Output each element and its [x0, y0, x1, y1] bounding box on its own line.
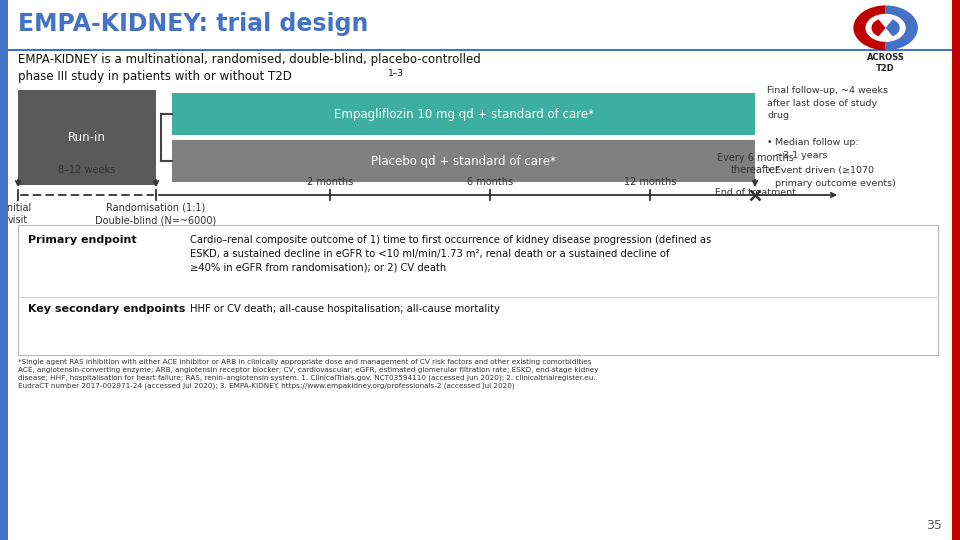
Text: 1–3: 1–3 — [388, 69, 404, 78]
Text: Empagliflozin 10 mg qd + standard of care*: Empagliflozin 10 mg qd + standard of car… — [333, 107, 593, 121]
Text: phase III study in patients with or without T2D: phase III study in patients with or with… — [18, 70, 292, 83]
Text: 35: 35 — [926, 519, 942, 532]
Bar — [18, 90, 156, 185]
Text: Median follow up:
~3.1 years: Median follow up: ~3.1 years — [775, 138, 858, 159]
Bar — [952, 0, 960, 540]
Text: Cardio–renal composite outcome of 1) time to first occurrence of kidney disease : Cardio–renal composite outcome of 1) tim… — [190, 235, 711, 272]
Text: Primary endpoint: Primary endpoint — [28, 235, 136, 245]
Circle shape — [866, 14, 906, 42]
Text: •: • — [767, 166, 773, 175]
Text: ACROSS: ACROSS — [867, 53, 904, 62]
Text: Placebo qd + standard of care*: Placebo qd + standard of care* — [372, 155, 556, 168]
Text: T2D: T2D — [876, 64, 895, 73]
Text: Run-in: Run-in — [68, 131, 106, 144]
Text: Every 6 months
thereafter: Every 6 months thereafter — [716, 153, 793, 175]
Bar — [0, 0, 8, 540]
Text: 12 months: 12 months — [624, 177, 676, 187]
Text: End of treatment: End of treatment — [714, 188, 796, 197]
Wedge shape — [885, 5, 918, 50]
Text: HHF or CV death; all-cause hospitalisation; all-cause mortality: HHF or CV death; all-cause hospitalisati… — [190, 305, 500, 314]
Text: •: • — [767, 138, 773, 147]
Bar — [172, 140, 755, 182]
Wedge shape — [885, 19, 900, 36]
Wedge shape — [853, 5, 885, 50]
Text: *Single agent RAS inhibition with either ACE inhibitor or ARB in clinically appr: *Single agent RAS inhibition with either… — [18, 359, 598, 389]
Wedge shape — [872, 19, 885, 36]
Text: Event driven (≥1070
primary outcome events): Event driven (≥1070 primary outcome even… — [775, 166, 896, 187]
Text: EMPA‑KIDNEY is a multinational, randomised, double‑blind, placebo-controlled: EMPA‑KIDNEY is a multinational, randomis… — [18, 53, 481, 66]
Text: 2 months: 2 months — [307, 177, 353, 187]
Text: 6 months: 6 months — [467, 177, 513, 187]
Text: EMPA-KIDNEY: trial design: EMPA-KIDNEY: trial design — [18, 12, 369, 36]
Text: Initial
visit: Initial visit — [5, 203, 32, 225]
Text: Final follow-up, ~4 weeks
after last dose of study
drug: Final follow-up, ~4 weeks after last dos… — [767, 86, 888, 120]
Bar — [172, 93, 755, 135]
Text: 8–12 weeks: 8–12 weeks — [59, 165, 115, 175]
Text: Key secondary endpoints: Key secondary endpoints — [28, 305, 185, 314]
Text: Randomisation (1:1)
Double-blind (N=~6000): Randomisation (1:1) Double-blind (N=~600… — [95, 203, 217, 225]
Bar — [18, 225, 938, 355]
